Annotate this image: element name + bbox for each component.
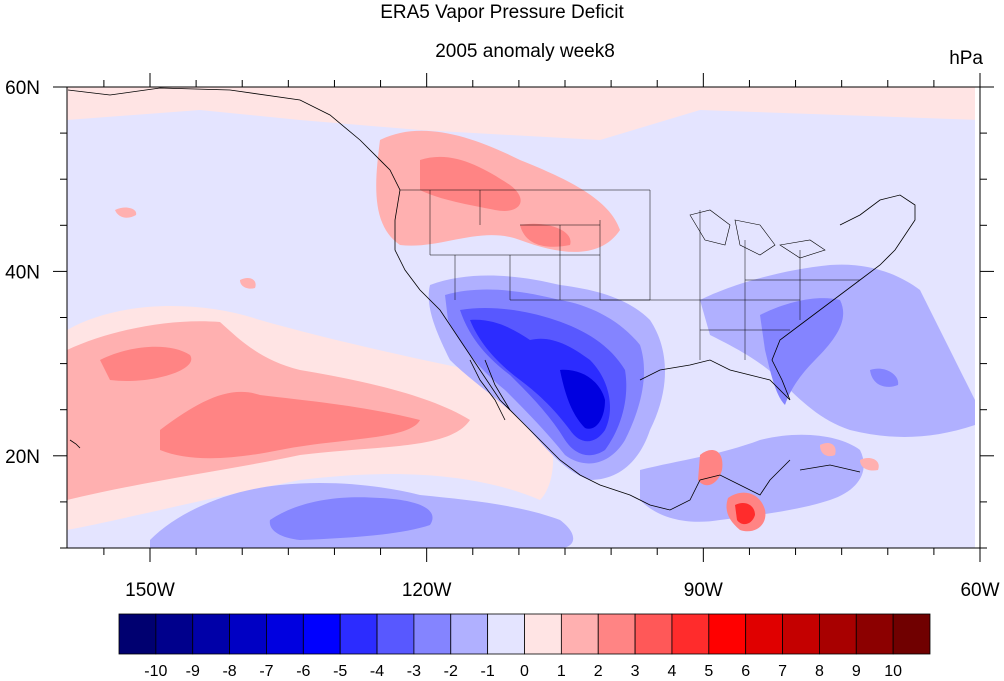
map-field [67, 87, 980, 548]
colorbar-swatch [118, 613, 157, 655]
southeast-blue-mid [760, 298, 899, 405]
southwest-blue-deep [560, 369, 605, 429]
great-lakes [689, 209, 826, 259]
colorbar-swatch [376, 613, 415, 655]
hawaii [69, 439, 81, 449]
colorbar-label: -2 [444, 663, 458, 680]
x-tick-label: 90W [684, 580, 723, 601]
cuba [799, 464, 861, 473]
colorbar-swatch [634, 613, 673, 655]
colorbar-swatch [892, 613, 931, 655]
colorbar-swatch [192, 613, 230, 655]
colorbar-label: -7 [259, 663, 273, 680]
colorbar-label: 9 [852, 663, 861, 680]
colorbar-swatch [413, 613, 452, 655]
subtropical-pacific-core [100, 346, 420, 459]
colorbar-label: 7 [778, 663, 787, 680]
y-tick-label: 20N [5, 447, 40, 468]
colorbar-label: -1 [481, 663, 495, 680]
colorbar-label: 5 [704, 663, 713, 680]
chart-title: ERA5 Vapor Pressure Deficit [380, 2, 624, 23]
gulf-blue [640, 434, 864, 522]
southeast-blue [700, 264, 980, 437]
colorbar-label: 8 [815, 663, 824, 680]
colorbar-swatch [266, 613, 304, 655]
colorbar-swatch [708, 613, 747, 655]
colorbar [118, 613, 931, 655]
colorbar-labels: -10 -9 -8 -7 -6 -5 -4 -3 -2 -1 0 1 2 3 4 5 6 7 8 9 10 [144, 663, 902, 680]
west-pacific-red-spots [115, 207, 256, 289]
colorbar-label: -5 [333, 663, 347, 680]
map-outline [67, 87, 916, 511]
north-america-coastline [67, 87, 916, 511]
colorbar-swatch [597, 613, 636, 655]
us-state-borders [400, 189, 860, 360]
colorbar-label: 2 [594, 663, 603, 680]
units-label: hPa [949, 48, 983, 69]
colorbar-label: 6 [741, 663, 750, 680]
x-tick-labels: 150W 120W 90W 60W [125, 580, 999, 601]
colorbar-label: 4 [668, 663, 677, 680]
colorbar-swatch [339, 613, 378, 655]
y-tick-labels: 60N 40N 20N [5, 78, 40, 468]
colorbar-swatch [450, 613, 489, 655]
colorbar-swatch [155, 613, 194, 655]
y-tick-label: 40N [5, 262, 40, 283]
land-outside-domain [975, 87, 980, 548]
colorbar-swatch [745, 613, 783, 655]
colorbar-swatch [671, 613, 710, 655]
colorbar-label: 3 [631, 663, 640, 680]
y-tick-label: 60N [5, 78, 40, 99]
colorbar-label: -8 [222, 663, 236, 680]
tropical-pacific-blue-mid [269, 497, 433, 540]
colorbar-swatch [487, 613, 525, 655]
colorbar-swatch [302, 613, 341, 655]
colorbar-label: -4 [370, 663, 384, 680]
colorbar-label: 1 [557, 663, 566, 680]
colorbar-swatch [560, 613, 599, 655]
north-pacific-light-red [67, 87, 980, 140]
colorbar-swatch [524, 613, 562, 655]
colorbar-swatch [229, 613, 267, 655]
colorbar-label: -10 [144, 663, 167, 680]
northwest-core [420, 156, 571, 247]
colorbar-label: 10 [884, 663, 902, 680]
colorbar-swatch [855, 613, 894, 655]
colorbar-swatch [782, 613, 820, 655]
chart-subtitle: 2005 anomaly week8 [435, 41, 615, 62]
colorbar-label: -3 [407, 663, 421, 680]
x-tick-label: 60W [960, 580, 999, 601]
x-tick-label: 120W [402, 580, 452, 601]
colorbar-label: -6 [296, 663, 310, 680]
central-america-core [735, 503, 755, 525]
colorbar-label: 0 [520, 663, 529, 680]
x-tick-label: 150W [125, 580, 175, 601]
colorbar-label: -9 [186, 663, 200, 680]
axis-ticks [53, 73, 994, 562]
caribbean-red-spots [820, 443, 879, 471]
colorbar-swatch [819, 613, 857, 655]
baja-california [469, 359, 511, 421]
